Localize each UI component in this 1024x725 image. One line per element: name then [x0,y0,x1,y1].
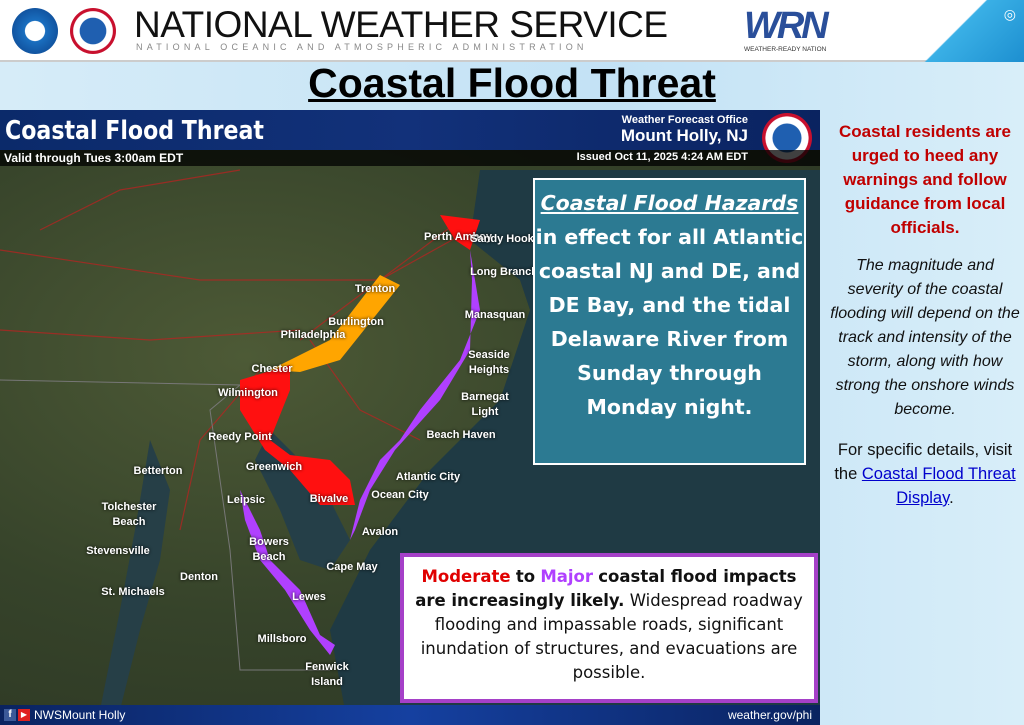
hazard-box: Coastal Flood Hazards in effect for all … [533,178,806,465]
place-label: Lewes [292,591,326,603]
threat-display-link[interactable]: Coastal Flood Threat Display [861,465,1016,507]
valid-time: Valid through Tues 3:00am EDT [4,151,184,165]
impact-box: Moderate to Major coastal flood impacts … [400,553,818,703]
impact-text: Widespread roadway flooding and impassab… [420,591,803,682]
to-label: to [515,567,536,586]
details-suffix: . [949,489,954,507]
details-prefix: For specific details, visit the [834,441,1013,483]
place-label: Manasquan [464,309,526,321]
nws-logo [70,8,116,54]
place-label: Sandy Hook [470,233,534,245]
social-handle: NWSMount Holly [34,708,126,722]
place-label: Leipsic [227,494,265,506]
delaware-bay [255,430,350,570]
issued-time: Issued Oct 11, 2025 4:24 AM EDT [576,151,748,163]
place-label: Burlington [328,316,384,328]
place-label: Seaside Heights [468,349,510,376]
place-label: Trenton [354,283,396,295]
place-label: Stevensville [86,545,150,557]
place-label: Wilmington [218,387,278,399]
place-label: Beach Haven [426,429,496,441]
impact-headline: coastal flood impacts are increasingly l… [415,567,797,610]
youtube-icon[interactable]: ▶ [18,709,30,721]
place-label: Fenwick Island [305,661,349,688]
wrn-logo-text: WRN [744,5,829,47]
place-label: St. Michaels [101,586,165,598]
hazard-text: in effect for all Atlantic coastal NJ an… [535,225,804,419]
place-label: Betterton [133,465,183,477]
place-label: Reedy Point [208,431,272,443]
page-title-text: Coastal Flood Threat [308,60,716,106]
map-header: Coastal Flood Threat Weather Forecast Of… [0,110,820,163]
office-info: Weather Forecast Office Mount Holly, NJ [621,114,748,146]
noaa-logo [12,8,58,54]
wrn-logo: WRN WEATHER-READY NATION [744,6,862,56]
place-label: Tolchester Beach [101,501,157,528]
hazard-heading: Coastal Flood Hazards [540,191,799,215]
details-text: For specific details, visit the Coastal … [830,438,1020,510]
place-label: Ocean City [371,489,429,501]
valid-bar: Valid through Tues 3:00am EDT [0,150,820,166]
threat-map: Perth Amboy Sandy Hook Long Branch Manasqua… [0,110,820,725]
page-title: Coastal Flood Threat [0,60,1024,107]
place-label: Denton [180,571,218,583]
place-label: Long Branch [470,266,538,278]
state-borders [0,379,330,671]
place-label: Barnegat Light [461,391,509,418]
facebook-icon[interactable]: f [4,709,16,721]
place-label: Chester [251,363,293,375]
place-label: Perth Amboy [423,231,493,243]
minor-threat-area [270,275,400,372]
org-subtitle: NATIONAL OCEANIC AND ATMOSPHERIC ADMINIS… [136,42,588,52]
map-footer: f ▶ NWSMount Holly weather.gov/phi [0,705,820,725]
place-label: Cape May [326,561,378,573]
org-name: NATIONAL WEATHER SERVICE [134,4,668,45]
place-label: Bowers Beach [249,536,289,563]
map-title: Coastal Flood Threat [5,116,264,146]
decorative-swoosh: ◎ [904,0,1024,62]
chesapeake-bay [100,440,170,710]
side-panel: Coastal residents are urged to heed any … [830,120,1020,510]
header-banner: NATIONAL WEATHER SERVICE NATIONAL OCEANI… [0,0,1024,62]
place-label: Greenwich [245,461,303,473]
place-label: Philadelphia [280,329,346,341]
doc-seal-icon: ◎ [1003,6,1016,22]
magnitude-text: The magnitude and severity of the coasta… [830,257,1020,418]
website-url[interactable]: weather.gov/phi [727,708,812,722]
place-label: Millsboro [257,633,307,645]
place-label: Avalon [361,526,399,538]
office-name: Mount Holly, NJ [620,126,748,145]
moderate-label: Moderate [421,567,511,586]
warning-text: Coastal residents are urged to heed any … [839,122,1011,237]
place-label: Atlantic City [395,471,461,483]
office-label: Weather Forecast Office [621,114,748,126]
place-label: Bivalve [309,493,349,505]
major-label: Major [540,567,594,586]
wrn-subtitle: WEATHER-READY NATION [744,46,827,53]
